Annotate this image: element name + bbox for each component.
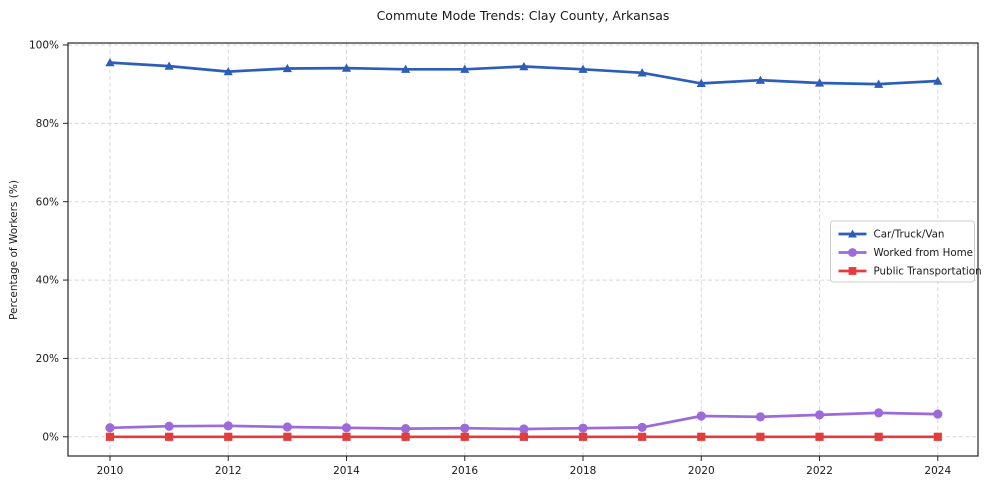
data-point-marker xyxy=(519,424,529,434)
series-car-truck-van xyxy=(105,57,943,88)
data-point-marker xyxy=(848,229,857,238)
y-tick-label: 100% xyxy=(29,40,59,52)
data-point-marker xyxy=(460,432,469,441)
data-point-marker xyxy=(755,75,766,84)
data-point-marker xyxy=(519,61,529,71)
chart-title: Commute Mode Trends: Clay County, Arkans… xyxy=(376,8,670,23)
data-point-marker xyxy=(874,408,884,418)
legend-box xyxy=(830,220,975,283)
axis-ticks: 2010 2012 2014 2016 2018 2020 2022 2024 0% 20% 40%… xyxy=(29,40,951,477)
data-point-marker xyxy=(224,432,233,441)
legend: Car/Truck/Van Worked from Home Public Tran… xyxy=(830,220,982,283)
data-point-marker xyxy=(401,64,411,73)
data-point-marker xyxy=(814,78,825,87)
data-point-marker xyxy=(933,432,942,441)
data-point-marker xyxy=(282,63,292,73)
x-tick-label: 2022 xyxy=(806,465,833,477)
data-point-marker xyxy=(401,423,411,434)
legend-item-public-transportation: Public Transportation xyxy=(838,266,982,278)
data-point-marker xyxy=(341,423,352,433)
data-point-marker xyxy=(105,432,115,441)
legend-label: Worked from Home xyxy=(874,247,974,259)
data-point-marker xyxy=(696,411,706,421)
data-point-marker xyxy=(460,423,470,433)
data-point-marker xyxy=(755,412,766,422)
series-public-transportation xyxy=(105,432,942,441)
gridlines xyxy=(68,43,978,456)
data-point-marker xyxy=(637,422,647,432)
data-point-marker xyxy=(282,422,292,432)
data-point-marker xyxy=(756,432,765,441)
x-tick-label: 2016 xyxy=(451,465,478,477)
data-point-marker xyxy=(165,432,174,441)
x-tick-label: 2010 xyxy=(97,465,124,477)
data-point-marker xyxy=(697,432,706,441)
data-point-marker xyxy=(519,432,528,441)
data-point-marker xyxy=(874,79,884,88)
data-point-marker xyxy=(401,432,410,441)
x-tick-label: 2024 xyxy=(924,465,951,477)
x-tick-label: 2014 xyxy=(333,465,360,477)
y-tick-label: 0% xyxy=(42,431,59,443)
data-point-marker xyxy=(164,421,174,431)
data-point-marker xyxy=(874,432,883,441)
data-point-marker xyxy=(933,409,943,419)
series-worked-from-home xyxy=(105,408,943,434)
data-point-marker xyxy=(223,67,233,76)
x-tick-label: 2018 xyxy=(570,465,597,477)
data-point-marker xyxy=(815,432,824,441)
data-point-marker xyxy=(696,78,706,88)
data-point-marker xyxy=(848,248,857,257)
data-point-marker xyxy=(342,432,351,441)
data-point-marker xyxy=(933,76,943,85)
data-point-marker xyxy=(341,63,352,72)
legend-item-worked-from-home: Worked from Home xyxy=(838,247,974,259)
data-point-marker xyxy=(164,61,174,70)
data-point-marker xyxy=(638,432,647,441)
data-point-marker xyxy=(283,432,292,441)
data-point-marker xyxy=(578,432,588,441)
y-tick-label: 60% xyxy=(36,196,59,208)
x-tick-label: 2020 xyxy=(688,465,715,477)
data-point-marker xyxy=(105,57,115,67)
data-point-marker xyxy=(460,64,470,73)
y-tick-label: 80% xyxy=(36,118,59,130)
legend-label: Car/Truck/Van xyxy=(874,229,945,241)
plot-border xyxy=(67,42,979,457)
data-point-marker xyxy=(848,267,857,275)
data-point-marker xyxy=(223,421,233,431)
legend-item-car-truck-van: Car/Truck/Van xyxy=(838,229,945,241)
data-point-marker xyxy=(578,64,588,73)
data-point-marker xyxy=(637,68,647,77)
y-tick-label: 40% xyxy=(36,275,59,287)
legend-label: Public Transportation xyxy=(874,266,982,278)
x-tick-label: 2012 xyxy=(215,465,242,477)
data-point-marker xyxy=(814,410,825,420)
data-point-marker xyxy=(578,423,588,433)
data-point-marker xyxy=(105,423,115,433)
y-tick-label: 20% xyxy=(36,353,59,365)
